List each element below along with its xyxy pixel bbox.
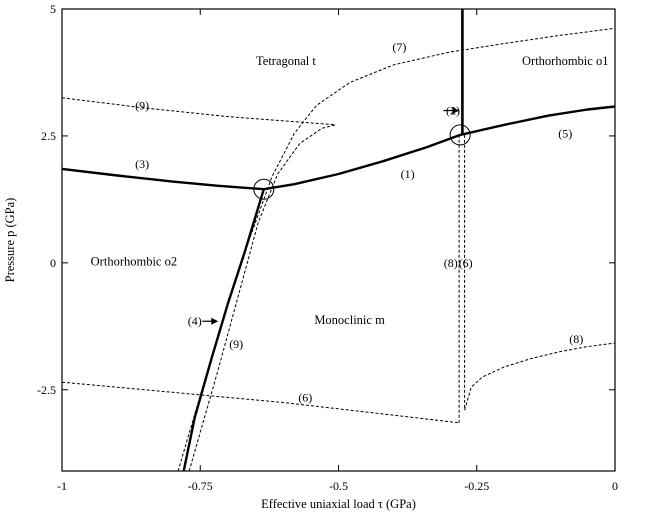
curve-number-label: (5) xyxy=(558,126,572,140)
curve-number-label: (2) xyxy=(446,104,460,118)
curve-6-line xyxy=(61,381,460,424)
x-tick-label: -1 xyxy=(57,479,67,493)
curve-number-label: (9) xyxy=(135,98,149,112)
phase-region-label: Orthorhombic o2 xyxy=(91,254,177,268)
y-tick-label: 5 xyxy=(50,2,56,16)
triple-point-marker xyxy=(253,178,275,200)
curve-9-line xyxy=(61,97,336,126)
curve-number-label: (9) xyxy=(229,337,243,351)
phase-region-label: Orthorhombic o1 xyxy=(522,54,608,68)
curve-number-label: (6) xyxy=(298,390,312,404)
triple-point-marker xyxy=(449,124,471,146)
x-tick-label: -0.25 xyxy=(464,479,489,493)
curve-number-label: (8) xyxy=(444,256,458,270)
curve-number-label: (3) xyxy=(135,157,149,171)
arrow-2-head xyxy=(452,107,460,115)
curve-number-label: (1) xyxy=(401,167,415,181)
y-tick-label: -2.5 xyxy=(37,383,56,397)
curve-8-line xyxy=(464,342,616,411)
x-tick-label: 0 xyxy=(612,479,618,493)
phase-region-label: Tetragonal t xyxy=(256,54,316,68)
curve-9-line xyxy=(188,124,336,472)
curve-3-line xyxy=(61,167,264,191)
arrow-4-head xyxy=(211,317,219,325)
x-tick-label: -0.5 xyxy=(329,479,348,493)
plot-frame xyxy=(61,8,616,472)
curve-number-label: (6) xyxy=(459,256,473,270)
curve-number-label: (4) xyxy=(188,314,202,328)
curve-5-line xyxy=(459,105,616,137)
y-tick-label: 0 xyxy=(50,256,56,270)
y-tick-label: 2.5 xyxy=(41,129,56,143)
curve-number-label: (7) xyxy=(392,40,406,54)
curve-1-line xyxy=(263,133,461,191)
x-axis-title: Effective uniaxial load τ (GPa) xyxy=(261,497,416,511)
curve-7-line xyxy=(177,27,616,472)
x-tick-label: -0.75 xyxy=(188,479,213,493)
y-axis-title: Pressure p (GPa) xyxy=(3,198,17,283)
phase-region-label: Monoclinic m xyxy=(314,313,385,327)
curve-number-label: (8) xyxy=(569,332,583,346)
